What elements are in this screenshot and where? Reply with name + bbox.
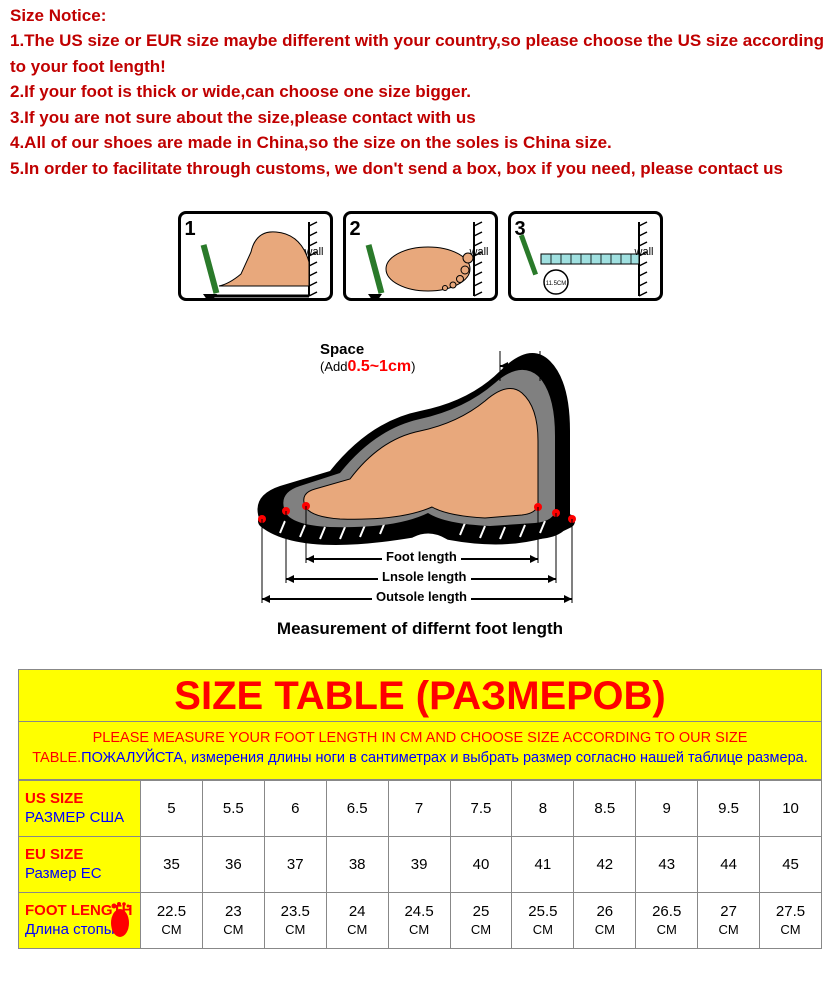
- steps-row: 1 wall 2: [0, 211, 840, 301]
- label-en: US SIZE: [25, 789, 140, 809]
- step-2: 2 wall: [343, 211, 498, 301]
- notice-item: 3.If you are not sure about the size,ple…: [10, 105, 830, 131]
- label-ru: Размер ЕС: [25, 864, 140, 884]
- data-cell: 23.5CM: [264, 892, 326, 948]
- notice-title: Size Notice:: [10, 6, 830, 26]
- data-cell: 27.5CM: [760, 892, 822, 948]
- notice-item: 2.If your foot is thick or wide,can choo…: [10, 79, 830, 105]
- table-row: EU SIZEРазмер ЕС3536373839404142434445: [19, 836, 822, 892]
- space-add: (Add: [320, 359, 347, 374]
- data-cell: 38: [326, 836, 388, 892]
- data-cell: 35: [141, 836, 203, 892]
- label-ru: РАЗМЕР США: [25, 808, 140, 828]
- step-3: 3 11.5CM: [508, 211, 663, 301]
- data-cell: 6.5: [326, 780, 388, 836]
- row-label: FOOT LENGTHДлина стопы: [19, 892, 141, 948]
- outsole-length-label: Outsole length: [372, 589, 471, 604]
- notice-item: 5.In order to facilitate through customs…: [10, 156, 830, 182]
- row-label: EU SIZEРазмер ЕС: [19, 836, 141, 892]
- foot-length-label: Foot length: [382, 549, 461, 564]
- label-en: EU SIZE: [25, 845, 140, 865]
- data-cell: 23CM: [202, 892, 264, 948]
- notice-item: 1.The US size or EUR size maybe differen…: [10, 28, 830, 79]
- data-cell: 36: [202, 836, 264, 892]
- data-cell: 7: [388, 780, 450, 836]
- size-table-title: SIZE TABLE (РАЗМЕРОВ): [18, 669, 822, 722]
- data-cell: 45: [760, 836, 822, 892]
- data-cell: 37: [264, 836, 326, 892]
- wall-label: wall: [470, 246, 489, 258]
- measurement-diagram: 1 wall 2: [0, 191, 840, 659]
- data-cell: 22.5CM: [141, 892, 203, 948]
- space-close: ): [411, 359, 415, 374]
- data-cell: 9: [636, 780, 698, 836]
- data-cell: 26CM: [574, 892, 636, 948]
- data-cell: 5.5: [202, 780, 264, 836]
- data-cell: 7.5: [450, 780, 512, 836]
- diagram-caption: Measurement of differnt foot length: [0, 619, 840, 639]
- data-cell: 26.5CM: [636, 892, 698, 948]
- space-range: 0.5~1cm: [347, 358, 411, 375]
- wall-label: wall: [305, 246, 324, 258]
- notice-item: 4.All of our shoes are made in China,so …: [10, 130, 830, 156]
- size-table-section: SIZE TABLE (РАЗМЕРОВ) PLEASE MEASURE YOU…: [0, 659, 840, 969]
- size-table-instruction: PLEASE MEASURE YOUR FOOT LENGTH IN CM AN…: [18, 722, 822, 780]
- data-cell: 24CM: [326, 892, 388, 948]
- data-cell: 42: [574, 836, 636, 892]
- table-row: US SIZEРАЗМЕР США55.566.577.588.599.510: [19, 780, 822, 836]
- row-label: US SIZEРАЗМЕР США: [19, 780, 141, 836]
- size-notice: Size Notice: 1.The US size or EUR size m…: [0, 0, 840, 191]
- foot-icon: [107, 901, 133, 939]
- data-cell: 27CM: [698, 892, 760, 948]
- data-cell: 39: [388, 836, 450, 892]
- table-row: FOOT LENGTHДлина стопы22.5CM23CM23.5CM24…: [19, 892, 822, 948]
- step-1: 1 wall: [178, 211, 333, 301]
- data-cell: 24.5CM: [388, 892, 450, 948]
- space-label-group: Space (Add0.5~1cm): [320, 341, 415, 376]
- data-cell: 44: [698, 836, 760, 892]
- shoe-diagram: Space (Add0.5~1cm) Foot length Lnsole le…: [190, 321, 650, 611]
- data-cell: 6: [264, 780, 326, 836]
- space-label: Space: [320, 341, 364, 358]
- data-cell: 25.5CM: [512, 892, 574, 948]
- wall-label: wall: [635, 246, 654, 258]
- data-cell: 43: [636, 836, 698, 892]
- data-cell: 8.5: [574, 780, 636, 836]
- instruction-ru: ПОЖАЛУЙСТА, измерения длины ноги в санти…: [81, 750, 808, 766]
- data-cell: 41: [512, 836, 574, 892]
- data-cell: 10: [760, 780, 822, 836]
- data-cell: 9.5: [698, 780, 760, 836]
- data-cell: 5: [141, 780, 203, 836]
- data-cell: 40: [450, 836, 512, 892]
- size-table: US SIZEРАЗМЕР США55.566.577.588.599.510E…: [18, 780, 822, 949]
- insole-length-label: Lnsole length: [378, 569, 471, 584]
- measure-value: 11.5CM: [545, 281, 566, 287]
- data-cell: 25CM: [450, 892, 512, 948]
- data-cell: 8: [512, 780, 574, 836]
